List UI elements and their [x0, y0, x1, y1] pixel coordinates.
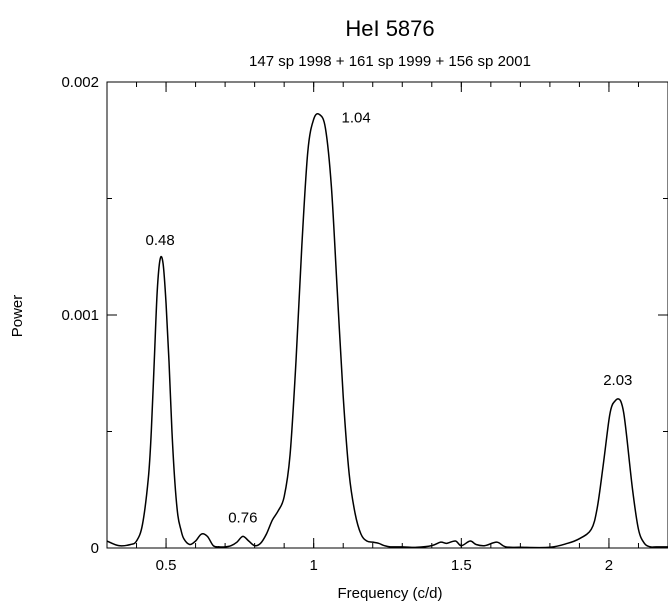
x-tick-label: 0.5: [156, 557, 177, 574]
peak-label: 2.03: [603, 372, 632, 389]
peak-label: 1.04: [341, 110, 370, 127]
peak-labels: 0.48 0.76 1.04 2.03: [146, 110, 633, 527]
y-tick-label: 0.001: [61, 307, 99, 324]
x-tick-label: 1.5: [451, 557, 472, 574]
plot-frame: [106, 81, 668, 549]
power-series-line: [106, 113, 668, 549]
x-axis-label: Frequency (c/d): [337, 585, 442, 602]
chart-title: HeI 5876: [345, 16, 434, 41]
y-axis-label: Power: [9, 295, 26, 338]
y-tick-label: 0.002: [61, 74, 99, 91]
peak-label: 0.76: [228, 509, 257, 526]
chart-subtitle: 147 sp 1998 + 161 sp 1999 + 156 sp 2001: [249, 53, 531, 70]
axis-ticks: 0.5 1 1.5 2 0 0.001 0.002: [61, 74, 668, 574]
y-tick-label: 0: [91, 540, 99, 557]
series-group: [106, 113, 668, 549]
peak-label: 0.48: [146, 232, 175, 249]
x-tick-label: 2: [605, 557, 613, 574]
x-tick-label: 1: [310, 557, 318, 574]
